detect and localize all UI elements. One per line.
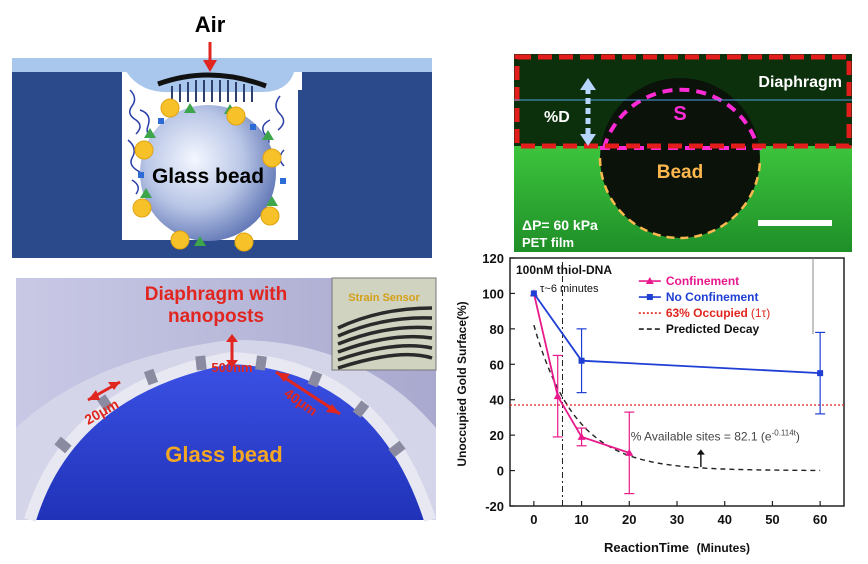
y-tick-label: 100 bbox=[482, 286, 504, 301]
data-point bbox=[553, 392, 562, 400]
x-tick-label: 0 bbox=[530, 512, 537, 527]
series-group bbox=[529, 289, 826, 495]
legend-label: Predicted Decay bbox=[666, 322, 760, 336]
diaphragm-label: Diaphragm bbox=[758, 74, 842, 91]
data-point bbox=[530, 290, 537, 297]
series-line bbox=[533, 293, 630, 454]
legend-label: Confinement bbox=[666, 274, 739, 288]
diaphragm-title-line2: nanoposts bbox=[168, 306, 264, 327]
annot-formula: % Available sites = 82.1 (e-0.114t) bbox=[631, 428, 800, 443]
annot-thiol-dna: 100nM thiol-DNA bbox=[516, 263, 612, 277]
formula-close: ) bbox=[796, 429, 800, 443]
legend-label: 63% Occupied (1τ) bbox=[666, 306, 770, 320]
pet-film-label: PET film bbox=[522, 235, 574, 250]
y-tick-label: 120 bbox=[482, 254, 504, 266]
data-point bbox=[577, 432, 586, 440]
legend-marker bbox=[646, 294, 653, 301]
bead-label-c: Bead bbox=[657, 162, 703, 183]
s-label: S bbox=[673, 103, 686, 125]
annotations: 100nM thiol-DNA τ~6 minutes % Available si… bbox=[516, 263, 800, 468]
data-point bbox=[625, 448, 634, 456]
y-axis-label: Unoccupied Gold Surface(%) bbox=[455, 301, 469, 466]
y-tick-label: 40 bbox=[490, 393, 504, 408]
x-tick-label: 20 bbox=[622, 512, 636, 527]
y-tick-label: -20 bbox=[485, 499, 504, 514]
x-axis-label-unit: (Minutes) bbox=[697, 541, 750, 555]
x-tick-label: 60 bbox=[813, 512, 827, 527]
bead-label-b: Glass bead bbox=[165, 442, 282, 467]
legend-label-name: No Confinement bbox=[666, 290, 759, 304]
annot-tau: τ~6 minutes bbox=[540, 283, 599, 295]
legend-label-name: Confinement bbox=[666, 274, 739, 288]
data-point bbox=[817, 370, 824, 377]
reference-lines bbox=[510, 258, 844, 506]
diaphragm-title-line1: Diaphragm with bbox=[145, 284, 288, 305]
nanopost-segments bbox=[54, 355, 406, 458]
x-tick-label: 30 bbox=[670, 512, 684, 527]
x-axis-ticks: 0 10 20 30 40 50 60 bbox=[530, 501, 827, 527]
percent-d-label: %D bbox=[544, 109, 570, 126]
formula-exponent: -0.114t bbox=[772, 428, 797, 437]
y-tick-label: 0 bbox=[497, 464, 504, 479]
formula-main: % Available sites = 82.1 (e bbox=[631, 429, 772, 443]
pressure-label: ΔP= 60 kPa bbox=[522, 217, 598, 233]
legend: Confinement No Confinement 63% Occupied (1τ… bbox=[638, 274, 770, 336]
panel-c-fluorescence: %D S Diaphragm Bead ΔP= 60 kPa PET film bbox=[514, 54, 852, 252]
plot-frame bbox=[509, 257, 845, 507]
glass-bead-a bbox=[140, 105, 276, 241]
legend-marker bbox=[645, 277, 654, 285]
formula-arrow-head bbox=[696, 449, 705, 455]
scale-bar bbox=[758, 220, 832, 226]
x-axis-label: ReactionTime (Minutes) bbox=[604, 540, 750, 555]
x-tick-label: 50 bbox=[765, 512, 779, 527]
dim-500nm: 500nm bbox=[211, 360, 252, 375]
legend-label-suffix: (1τ) bbox=[751, 306, 770, 320]
strain-sensor-label: Strain Sensor bbox=[348, 292, 420, 304]
panel-d-chart: 120 100 80 60 40 20 0 -20 0 10 20 30 40 50 60 Confine… bbox=[455, 254, 845, 555]
blue-squares bbox=[138, 118, 286, 184]
legend-label-name: Predicted Decay bbox=[666, 322, 760, 336]
y-tick-label: 60 bbox=[490, 357, 504, 372]
strain-sensor-inset: Strain Sensor bbox=[331, 277, 437, 371]
y-tick-label: 20 bbox=[490, 428, 504, 443]
panel-b-schematic: Diaphragm with nanoposts 500nm 20μm 40μm… bbox=[16, 277, 437, 522]
data-point bbox=[578, 357, 585, 364]
predicted-decay-curve bbox=[533, 324, 821, 472]
panel-a-schematic: Glass bead Air bbox=[12, 12, 432, 258]
bead-label-a: Glass bead bbox=[152, 165, 264, 188]
air-label: Air bbox=[195, 12, 226, 37]
legend-label: No Confinement bbox=[666, 290, 759, 304]
y-axis-ticks: 120 100 80 60 40 20 0 -20 bbox=[482, 254, 515, 514]
y-tick-label: 80 bbox=[490, 322, 504, 337]
bead-circle bbox=[600, 78, 760, 238]
legend-label-name: 63% Occupied bbox=[666, 306, 748, 320]
x-tick-label: 10 bbox=[574, 512, 588, 527]
yellow-blobs bbox=[132, 98, 282, 252]
x-tick-label: 40 bbox=[717, 512, 731, 527]
x-axis-label-main: ReactionTime bbox=[604, 540, 689, 555]
